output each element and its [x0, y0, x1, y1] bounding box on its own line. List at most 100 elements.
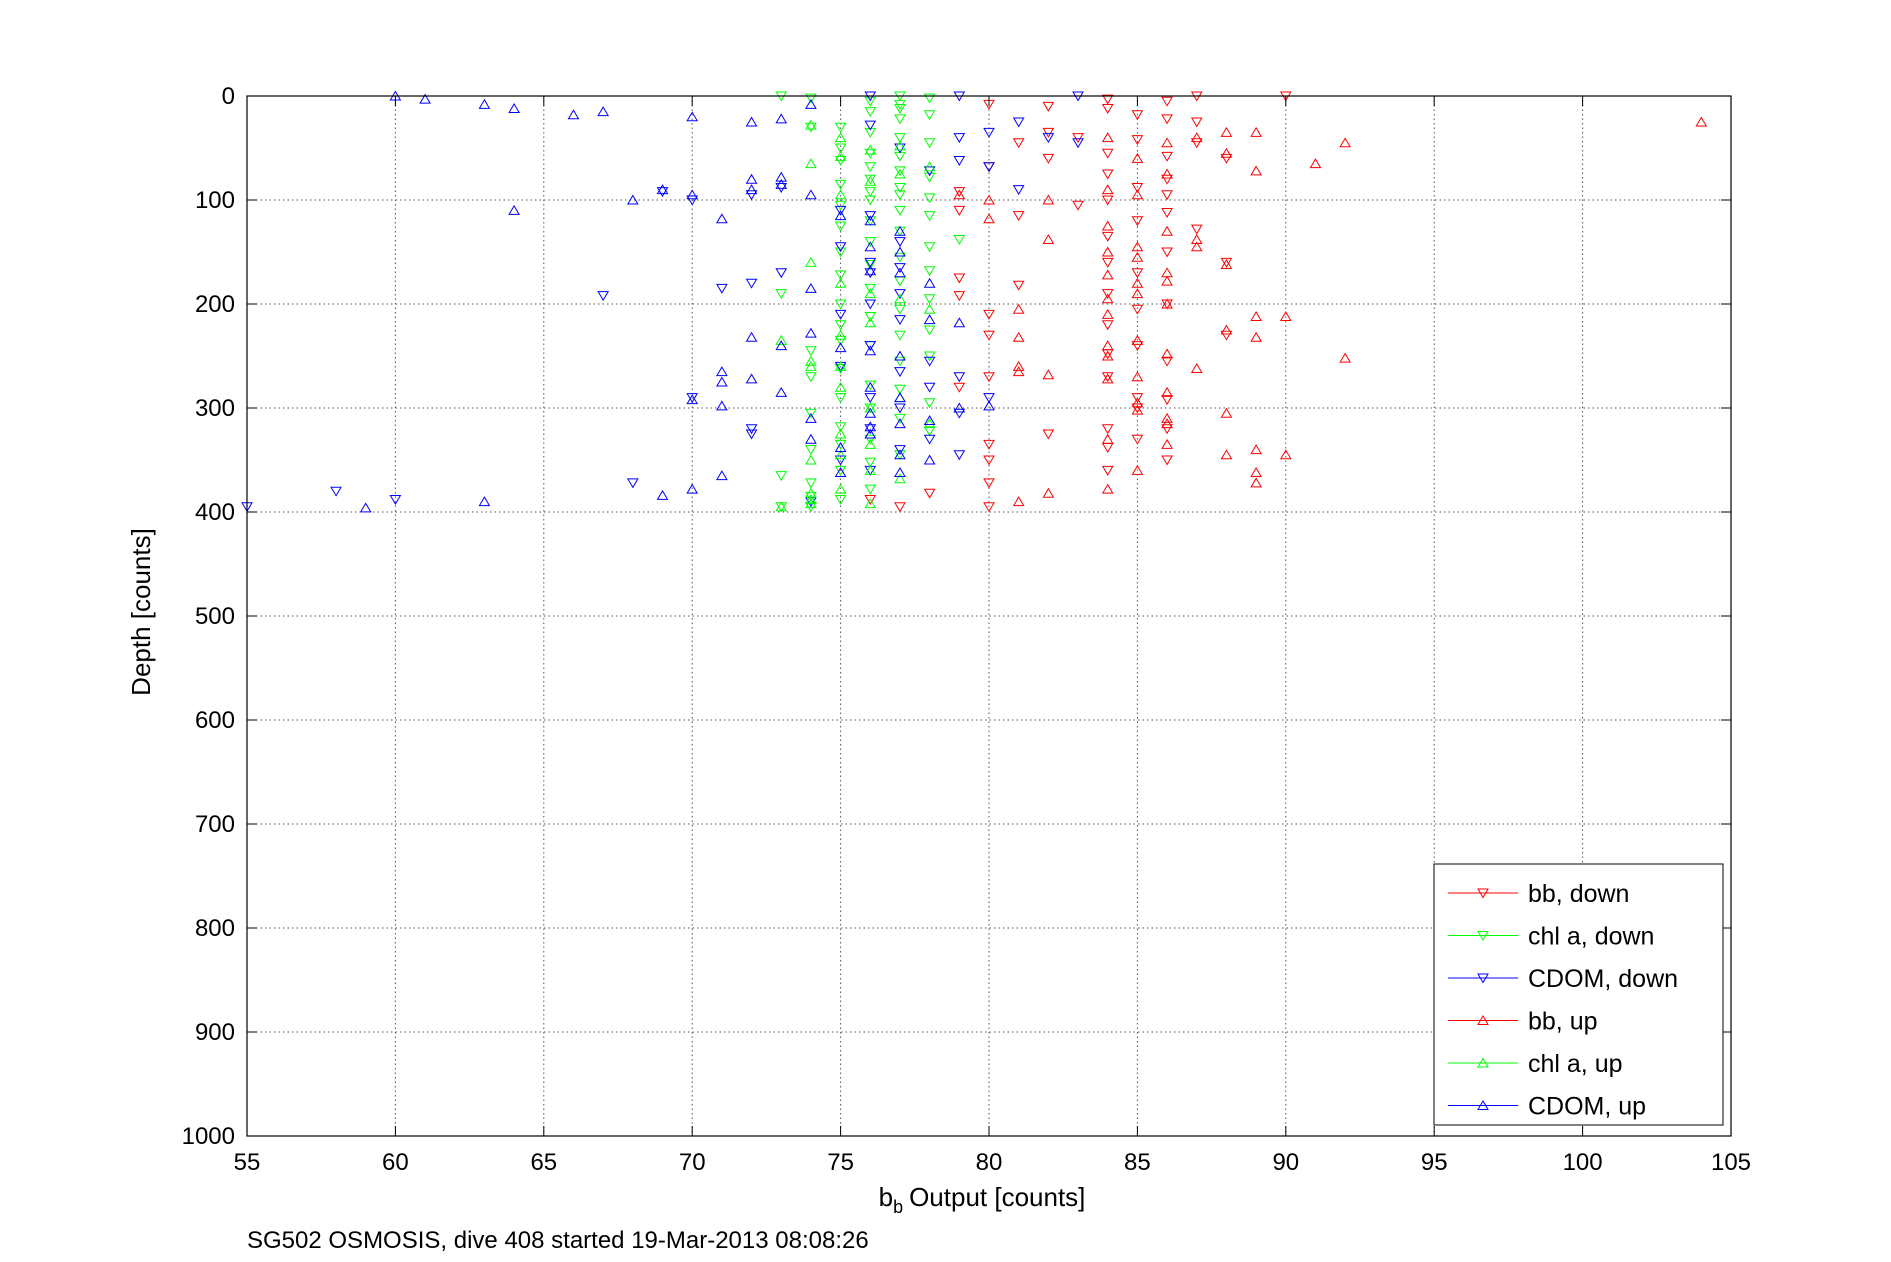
dive-caption: SG502 OSMOSIS, dive 408 started 19-Mar-2…: [247, 1227, 869, 1254]
data-point: [894, 168, 906, 179]
data-point: [775, 171, 788, 182]
data-point: [983, 455, 995, 466]
data-point: [1220, 126, 1233, 137]
data-point: [834, 360, 847, 371]
data-point: [1101, 220, 1114, 231]
legend-marker: [1477, 888, 1489, 899]
data-point: [1309, 158, 1322, 169]
data-point: [834, 221, 847, 232]
legend-label: bb, up: [1528, 1008, 1598, 1036]
data-point: [894, 350, 906, 361]
data-point: [1042, 101, 1055, 112]
data-point: [864, 215, 877, 226]
data-point: [864, 428, 877, 439]
data-point: [1101, 350, 1114, 361]
x-axis-label-prefix: b: [879, 1182, 893, 1212]
data-point: [983, 213, 995, 224]
data-point: [1220, 153, 1233, 164]
data-point: [1161, 96, 1173, 107]
data-point: [1131, 268, 1144, 279]
data-point: [894, 315, 906, 326]
data-point: [864, 345, 877, 356]
x-tick-label: 55: [234, 1149, 261, 1176]
data-point: [923, 161, 936, 172]
data-point: [1072, 200, 1084, 211]
y-tick-label: 300: [195, 395, 235, 422]
data-point: [953, 291, 966, 302]
data-point: [834, 381, 847, 392]
data-point: [389, 495, 402, 506]
data-point: [1220, 407, 1233, 418]
data-point: [923, 193, 936, 204]
data-point: [983, 372, 995, 383]
data-point: [656, 187, 669, 198]
data-point: [834, 179, 847, 190]
data-point: [567, 109, 580, 120]
data-point: [953, 382, 966, 393]
data-point: [805, 346, 817, 357]
data-point: [1190, 117, 1203, 128]
data-point: [1131, 403, 1144, 414]
legend-box: [1433, 863, 1724, 1126]
data-point: [894, 445, 906, 456]
data-point: [834, 189, 847, 200]
data-point: [1101, 195, 1114, 206]
data-point: [834, 143, 847, 154]
data-point: [834, 363, 847, 374]
data-point: [775, 501, 788, 512]
data-point: [864, 174, 877, 185]
data-point: [923, 414, 936, 425]
data-point: [1161, 174, 1173, 185]
data-point: [923, 434, 936, 445]
y-tick-label: 0: [222, 83, 235, 110]
data-point: [864, 380, 877, 391]
data-point: [894, 263, 906, 274]
data-point: [864, 195, 877, 206]
data-point: [745, 429, 758, 440]
data-point: [1131, 189, 1144, 200]
data-point: [1101, 148, 1114, 159]
data-point: [864, 434, 877, 445]
data-point: [775, 386, 788, 397]
data-point: [775, 113, 788, 124]
data-point: [805, 158, 817, 169]
data-point: [1161, 386, 1173, 397]
data-point: [1101, 231, 1114, 242]
data-point: [1279, 449, 1292, 460]
data-point: [1161, 207, 1173, 218]
data-point: [834, 247, 847, 258]
data-point: [1101, 94, 1114, 105]
data-point: [1012, 211, 1025, 222]
data-point: [1101, 465, 1114, 476]
legend-item: CDOM, down: [1448, 965, 1678, 993]
data-point: [1161, 395, 1173, 406]
data-point: [805, 498, 817, 509]
data-point: [923, 454, 936, 465]
data-point: [864, 299, 877, 310]
series-chl-a-up: [775, 119, 936, 512]
y-tick-label: 600: [195, 707, 235, 734]
data-point: [1042, 369, 1055, 380]
data-point: [923, 303, 936, 314]
data-point: [1101, 373, 1114, 384]
y-tick-label: 500: [195, 603, 235, 630]
data-point: [330, 486, 342, 497]
data-point: [1161, 298, 1173, 309]
data-point: [805, 454, 817, 465]
data-point: [894, 502, 906, 513]
data-point: [805, 98, 817, 109]
data-point: [894, 293, 906, 304]
data-point: [1220, 258, 1233, 269]
data-point: [1101, 246, 1114, 257]
data-point: [923, 418, 936, 429]
data-point: [1072, 133, 1084, 144]
data-point: [923, 110, 936, 121]
data-point: [805, 119, 817, 130]
data-point: [1131, 241, 1144, 252]
data-point: [894, 246, 906, 257]
data-point: [953, 317, 966, 328]
data-point: [805, 502, 817, 513]
data-point: [1131, 288, 1144, 299]
data-point: [1339, 352, 1352, 363]
data-point: [1012, 280, 1025, 291]
